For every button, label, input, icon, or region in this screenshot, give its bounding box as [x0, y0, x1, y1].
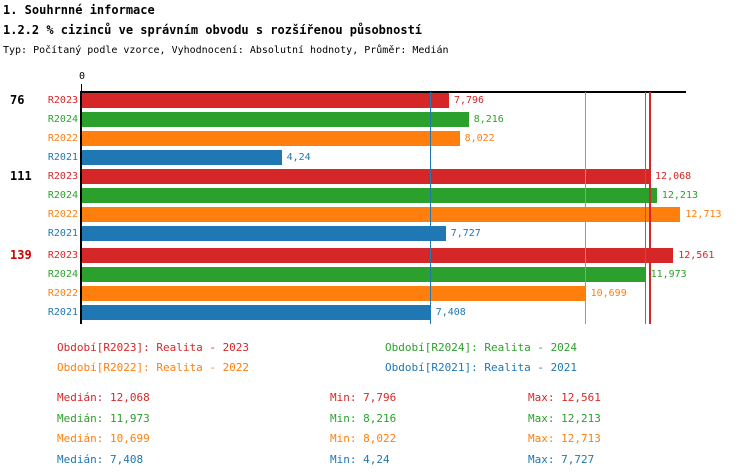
legend-item-r2024: Období[R2024]: Realita - 2024: [385, 341, 578, 354]
category-label-111: 111: [10, 169, 32, 183]
bar-value-label-139-R2024: 11,973: [650, 269, 687, 280]
bar-139-R2021: [82, 305, 431, 320]
bar-76-R2024: [82, 112, 469, 127]
median-line-r2022: [584, 92, 587, 324]
series-label-R2023: R2023: [47, 95, 78, 106]
stat-median-r2024: Medián: 11,973: [57, 412, 150, 425]
bar-76-R2021: [82, 150, 282, 165]
bar-value-label-111-R2022: 12,713: [685, 209, 722, 220]
series-label-R2024: R2024: [47, 190, 78, 201]
series-label-R2023: R2023: [47, 171, 78, 182]
category-label-76: 76: [10, 93, 25, 107]
stat-min-r2021: Min: 4,24: [330, 453, 390, 466]
stat-min-r2022: Min: 8,022: [330, 432, 397, 445]
bar-111-R2024: [82, 188, 657, 203]
median-line-r2021: [429, 92, 432, 324]
bar-value-label-76-R2023: 7,796: [453, 95, 485, 106]
axis-zero-label: 0: [78, 71, 86, 82]
bar-value-label-139-R2023: 12,561: [678, 250, 715, 261]
legend-item-r2022: Období[R2022]: Realita - 2022: [57, 361, 250, 374]
stat-min-r2024: Min: 8,216: [330, 412, 397, 425]
stat-median-r2022: Medián: 10,699: [57, 432, 150, 445]
report-meta: Typ: Počítaný podle vzorce, Vyhodnocení:…: [3, 45, 449, 56]
page-title: 1. Souhrnné informace: [3, 3, 155, 17]
series-label-R2021: R2021: [47, 307, 78, 318]
bar-value-label-139-R2022: 10,699: [590, 288, 627, 299]
bar-111-R2021: [82, 226, 446, 241]
bar-76-R2023: [82, 93, 449, 108]
axis-tick: [81, 84, 82, 91]
bar-139-R2022: [82, 286, 586, 301]
bar-76-R2022: [82, 131, 460, 146]
bar-111-R2023: [82, 169, 651, 184]
stat-max-r2023: Max: 12,561: [528, 391, 601, 404]
series-label-R2022: R2022: [47, 288, 78, 299]
category-label-139: 139: [10, 248, 32, 262]
series-label-R2021: R2021: [47, 228, 78, 239]
legend-item-r2023: Období[R2023]: Realita - 2023: [57, 341, 250, 354]
report-header: 1. Souhrnné informace 1.2.2 % cizinců ve…: [0, 0, 750, 76]
legend-item-r2021: Období[R2021]: Realita - 2021: [385, 361, 578, 374]
stat-median-r2021: Medián: 7,408: [57, 453, 144, 466]
bar-value-label-111-R2023: 12,068: [655, 171, 692, 182]
bar-value-label-76-R2022: 8,022: [464, 133, 495, 144]
stat-max-r2024: Max: 12,213: [528, 412, 601, 425]
stat-max-r2021: Max: 7,727: [528, 453, 595, 466]
series-label-R2024: R2024: [47, 269, 78, 280]
bar-value-label-111-R2024: 12,213: [661, 190, 698, 201]
stat-max-r2022: Max: 12,713: [528, 432, 601, 445]
stat-median-r2023: Medián: 12,068: [57, 391, 150, 404]
stat-min-r2023: Min: 7,796: [330, 391, 397, 404]
median-line-r2023: [649, 92, 651, 324]
series-label-R2022: R2022: [47, 133, 78, 144]
bar-139-R2023: [82, 248, 674, 263]
series-label-R2021: R2021: [47, 152, 78, 163]
series-label-R2022: R2022: [47, 209, 78, 220]
bar-value-label-76-R2021: 4,24: [286, 152, 311, 163]
axis-vertical-line: [80, 91, 82, 324]
bar-value-label-139-R2021: 7,408: [435, 307, 466, 318]
bar-139-R2024: [82, 267, 646, 282]
report-subtitle: 1.2.2 % cizinců ve správním obvodu s roz…: [3, 23, 423, 37]
bar-value-label-76-R2024: 8,216: [473, 114, 504, 125]
bar-111-R2022: [82, 207, 681, 222]
series-label-R2024: R2024: [47, 114, 78, 125]
median-line-r2024: [644, 92, 647, 324]
bar-value-label-111-R2021: 7,727: [450, 228, 481, 239]
series-label-R2023: R2023: [47, 250, 78, 261]
axis-top-line: [81, 91, 686, 93]
